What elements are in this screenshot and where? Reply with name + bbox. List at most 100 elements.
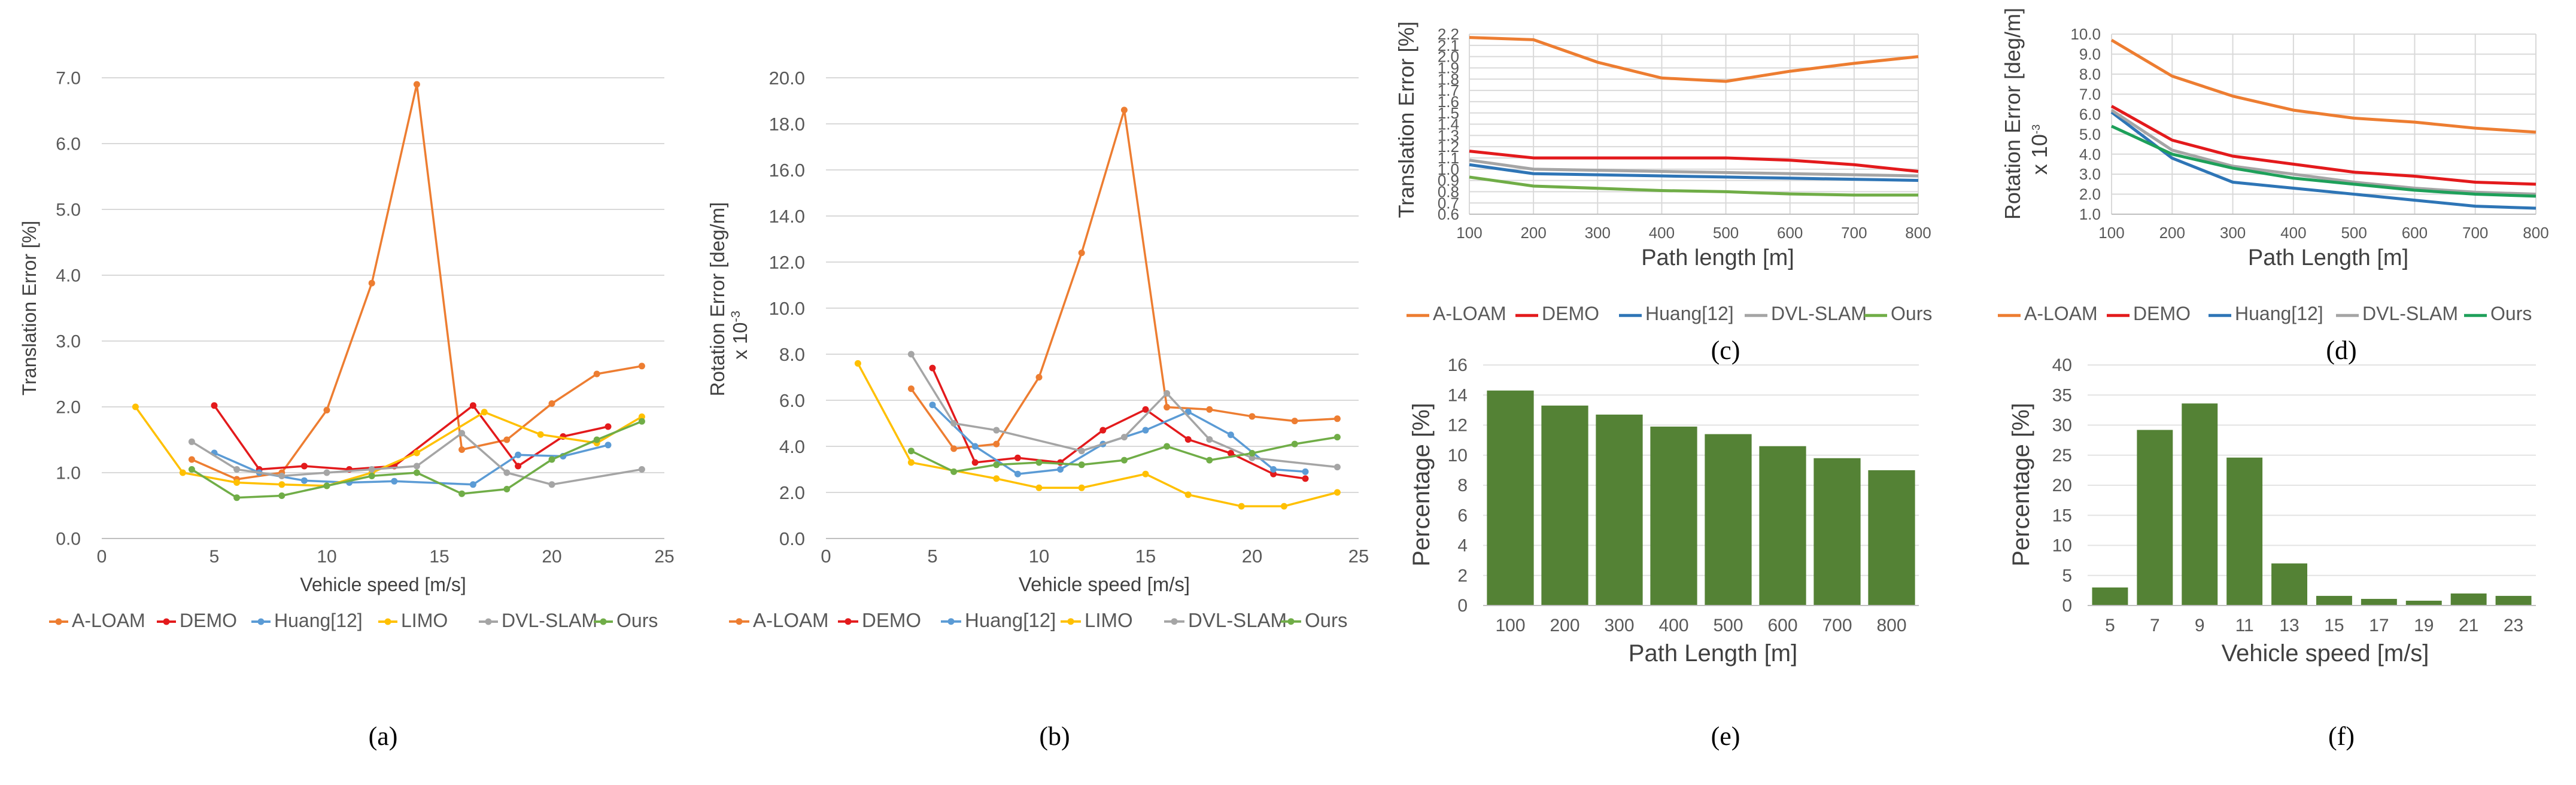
x-axis-title: Path Length [m] — [1629, 640, 1797, 667]
data-point-DEMO — [515, 463, 522, 470]
y-tick-label: 15 — [2052, 506, 2072, 525]
data-point-DEMO — [211, 402, 218, 409]
data-point-LIMO — [638, 413, 645, 420]
data-point-Huang[12] — [929, 401, 936, 409]
bar-9 — [2182, 403, 2218, 606]
data-point-Huang[12] — [1014, 470, 1021, 477]
x-tick-label: 600 — [1767, 616, 1797, 635]
x-tick-label: 300 — [2220, 224, 2246, 242]
y-tick-label: 2.0 — [1438, 48, 1459, 66]
y-tick-label: 12 — [1448, 416, 1468, 436]
legend-label-Ours: Ours — [1305, 609, 1348, 631]
y-axis-title: Translation Error [%] — [1394, 22, 1418, 218]
data-point-DEMO — [300, 463, 308, 470]
bar-15 — [2316, 595, 2352, 606]
bar-300 — [1596, 414, 1643, 606]
y-tick-label: 1.0 — [2079, 205, 2101, 223]
line-chart-b: 0.0 2.0 4.0 6.0 8.0 10.0 12.0 14.0 16.0 18.0 20.0 0… — [706, 68, 1369, 751]
legend-label-DVL-SLAM: DVL-SLAM — [1188, 609, 1287, 631]
data-point-A-LOAM — [1333, 415, 1341, 422]
y-tick-label: 7.0 — [2079, 85, 2101, 103]
data-point-DVL-SLAM — [1078, 448, 1085, 455]
data-point-DEMO — [1270, 470, 1277, 477]
x-tick-label: 100 — [2098, 224, 2124, 242]
y-tick-label: 0.6 — [1438, 205, 1459, 223]
data-point-DVL-SLAM — [188, 438, 195, 445]
data-point-DVL-SLAM — [1206, 436, 1213, 443]
x-tick-label: 23 — [2504, 616, 2523, 635]
x-tick-label: 600 — [1777, 224, 1803, 242]
legend-label-Huang[12]: Huang[12] — [1645, 303, 1734, 324]
x-tick-label: 600 — [2402, 224, 2428, 242]
x-tick-label: 500 — [1713, 616, 1743, 635]
y-tick-label: 9.0 — [2079, 45, 2101, 63]
bar-200 — [1541, 405, 1588, 606]
series-line-A-LOAM — [1469, 36, 1919, 83]
bar-400 — [1650, 427, 1697, 606]
y-tick-label: 16 — [1448, 355, 1468, 375]
data-point-DVL-SLAM — [1248, 454, 1256, 461]
data-point-LIMO — [993, 475, 1000, 482]
y-tick-label: 6 — [1457, 506, 1468, 525]
data-point-DVL-SLAM — [368, 466, 375, 473]
x-tick-label: 15 — [429, 547, 449, 567]
bar-23 — [2495, 595, 2532, 606]
bar-500 — [1705, 434, 1752, 606]
legend-marker-Huang[12] — [257, 618, 265, 625]
data-point-LIMO — [179, 469, 186, 476]
data-point-LIMO — [481, 409, 488, 416]
x-tick-label: 200 — [1550, 616, 1579, 635]
y-tick-label: 1.5 — [1438, 104, 1459, 122]
y-tick-label: 35 — [2052, 385, 2072, 405]
legend-label-LIMO: LIMO — [1085, 609, 1133, 631]
data-point-Ours — [1035, 459, 1043, 466]
data-point-DVL-SLAM — [638, 466, 645, 473]
y-tick-label: 4.0 — [779, 436, 805, 457]
data-point-Ours — [907, 448, 915, 455]
data-point-Ours — [950, 468, 958, 475]
data-point-Huang[12] — [1057, 466, 1064, 473]
legend-marker-DVL-SLAM — [485, 618, 492, 625]
legend-marker-A-LOAM — [55, 618, 62, 625]
data-point-DEMO — [1302, 475, 1309, 482]
y-tick-label: 8.0 — [779, 344, 805, 365]
x-tick-label: 100 — [1456, 224, 1482, 242]
y-tick-label: 14.0 — [769, 206, 805, 227]
y-tick-label: 0.9 — [1438, 172, 1459, 190]
y-tick-label: 1.0 — [1438, 160, 1459, 178]
legend-label-Ours: Ours — [1891, 303, 1932, 324]
legend-marker-LIMO — [384, 618, 391, 625]
y-axis-title: Percentage [%] — [1408, 403, 1435, 567]
x-axis-title: Vehicle speed [m/s] — [2222, 640, 2429, 667]
x-tick-label: 7 — [2150, 616, 2160, 635]
panel-caption: (a) — [369, 722, 398, 751]
y-tick-label: 8 — [1457, 476, 1468, 495]
series-line-DEMO — [2110, 105, 2536, 186]
y-tick-label: 6.0 — [779, 390, 805, 411]
y-tick-label: 20 — [2052, 476, 2072, 495]
data-point-Huang[12] — [1302, 468, 1309, 475]
data-point-A-LOAM — [1164, 404, 1171, 411]
data-point-Huang[12] — [604, 442, 612, 449]
y-tick-label: 1.4 — [1438, 115, 1459, 133]
bar-100 — [1487, 390, 1534, 606]
bar-700 — [1813, 458, 1861, 606]
x-tick-label: 25 — [654, 547, 674, 567]
data-point-Huang[12] — [391, 477, 398, 485]
y-tick-label: 14 — [1448, 385, 1468, 405]
data-point-A-LOAM — [1078, 250, 1085, 257]
legend-label-DEMO: DEMO — [1542, 303, 1599, 324]
y-tick-label: 2 — [1457, 566, 1468, 586]
data-point-Huang[12] — [1142, 427, 1149, 434]
bar-7 — [2137, 430, 2173, 606]
x-tick-label: 100 — [1495, 616, 1525, 635]
y-tick-label: 10.0 — [769, 298, 805, 319]
data-point-DVL-SLAM — [233, 466, 241, 473]
data-point-A-LOAM — [368, 279, 375, 287]
y-tick-label: 5.0 — [56, 200, 81, 220]
x-tick-label: 17 — [2369, 616, 2389, 635]
legend-marker-Ours — [1287, 618, 1295, 625]
data-point-A-LOAM — [503, 436, 511, 443]
data-point-Ours — [188, 466, 195, 473]
line-chart-a: 0.0 1.0 2.0 3.0 4.0 5.0 6.0 7.0 0 5 10 15 20 25 Vehicl… — [19, 69, 675, 751]
